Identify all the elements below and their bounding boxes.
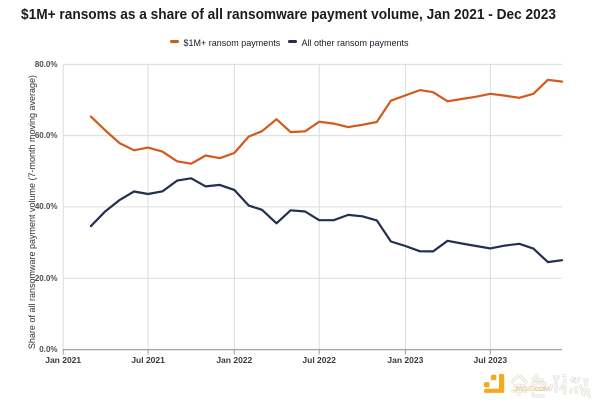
svg-text:JINSE.COM: JINSE.COM: [514, 386, 549, 393]
